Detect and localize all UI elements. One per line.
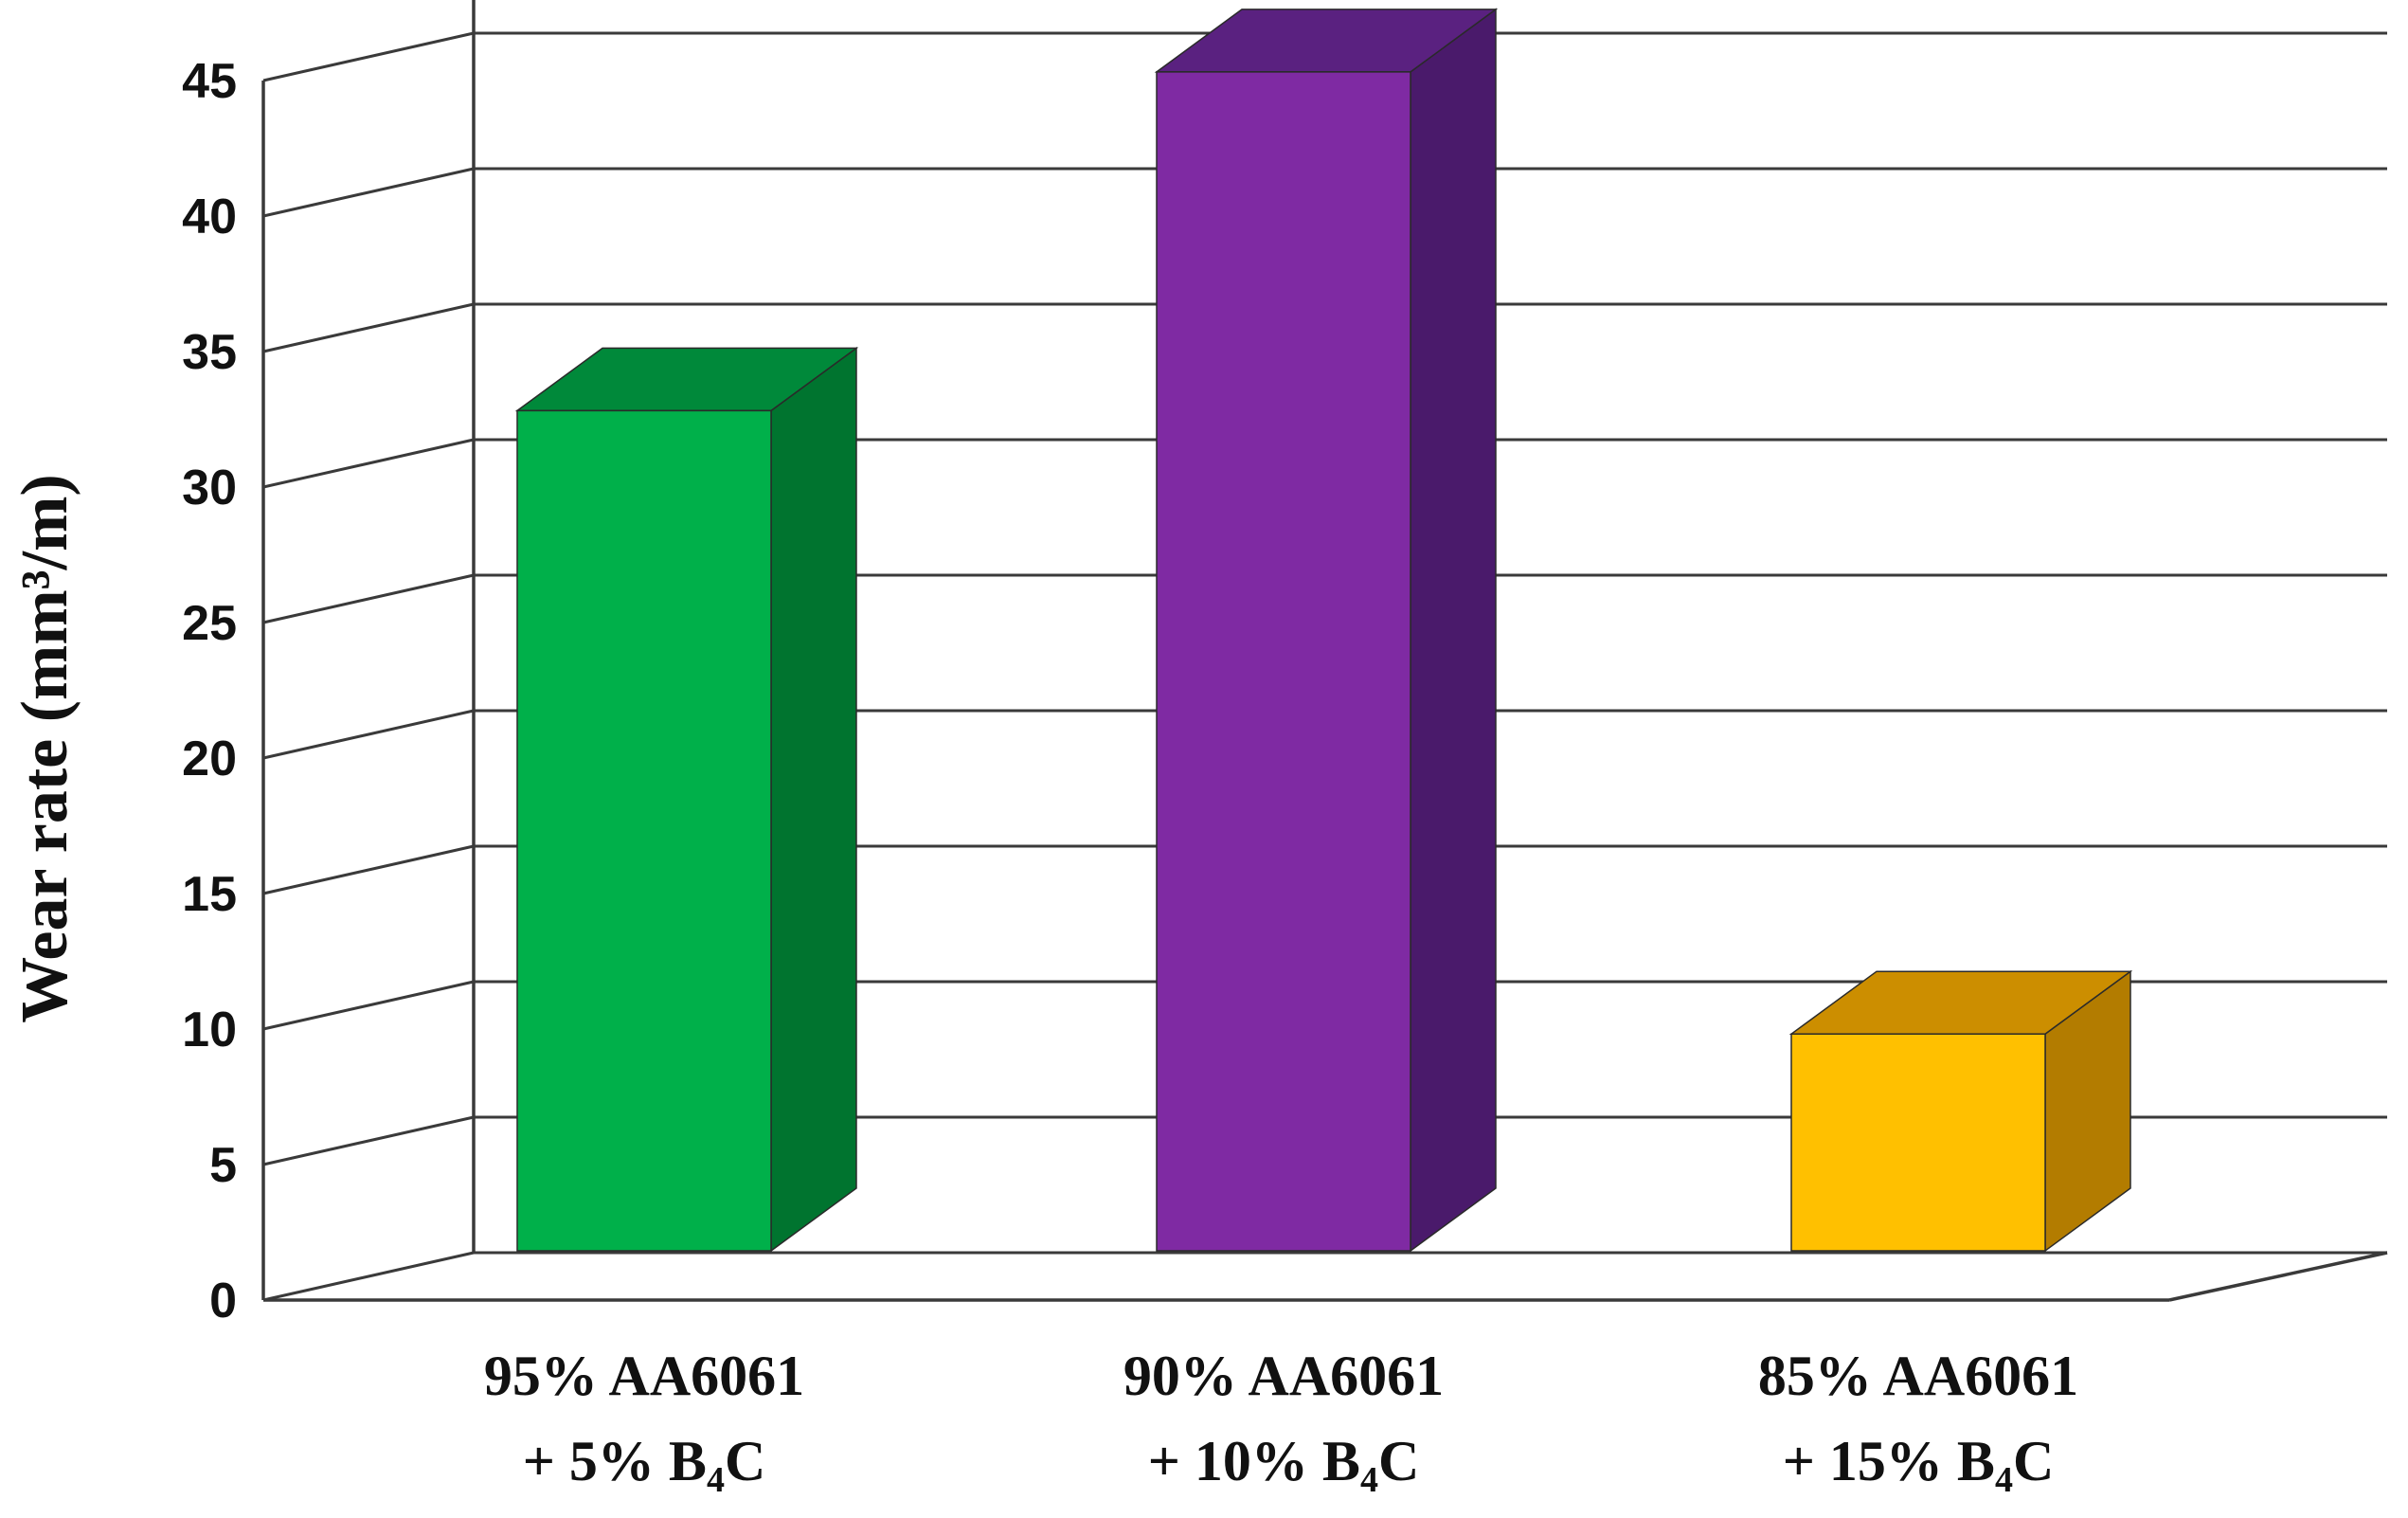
- y-tick-30: 30: [182, 461, 237, 515]
- y-tick-15: 15: [182, 867, 237, 922]
- bar-3: [1788, 969, 2133, 1253]
- gridline-side-10: [262, 980, 475, 1031]
- bar-1-side: [770, 346, 857, 1253]
- y-tick-10: 10: [182, 1003, 237, 1057]
- y-axis-title: Wear rate (mm³/m): [9, 474, 81, 1022]
- y-tick-0: 0: [209, 1274, 237, 1328]
- floor-right-edge: [2168, 1251, 2388, 1302]
- x-category-3-line1: 85% AA6061: [1758, 1345, 2078, 1407]
- y-tick-40: 40: [182, 190, 237, 244]
- y-tick-25: 25: [182, 596, 237, 651]
- gridline-side-30: [262, 438, 475, 489]
- bar-2: [1154, 8, 1499, 1253]
- bar-layer: [514, 8, 2133, 1253]
- gridline-side-0: [262, 1251, 475, 1302]
- x-category-1-line2: + 5% B4C: [523, 1430, 766, 1500]
- y-tick-45: 45: [182, 54, 237, 109]
- bar-1: [514, 346, 859, 1253]
- gridline-side-25: [262, 573, 475, 624]
- y-tick-5: 5: [209, 1138, 237, 1193]
- x-category-labels: 95% AA6061 + 5% B4C 90% AA6061 + 10% B4C 85%…: [484, 1345, 2078, 1500]
- x-category-2-line2: + 10% B4C: [1148, 1430, 1420, 1500]
- bar-3-front: [1790, 1033, 2046, 1252]
- gridline-side-40: [262, 167, 475, 218]
- y-tick-labels: 0 5 10 15 20 25 30 35 40 45: [182, 54, 237, 1328]
- gridline-side-20: [262, 709, 475, 760]
- x-category-3-line2: + 15% B4C: [1783, 1430, 2055, 1500]
- x-category-2-line1: 90% AA6061: [1123, 1345, 1444, 1407]
- y-tick-20: 20: [182, 732, 237, 786]
- y-tick-35: 35: [182, 325, 237, 380]
- bar-2-side: [1410, 8, 1497, 1253]
- x-category-1-line1: 95% AA6061: [484, 1345, 804, 1407]
- bar-1-front: [516, 409, 772, 1252]
- gridline-side-5: [262, 1115, 475, 1166]
- gridline-side-35: [262, 302, 475, 353]
- bar-2-front: [1156, 71, 1411, 1252]
- gridline-side-15: [262, 844, 475, 895]
- gridline-side-45: [262, 31, 475, 82]
